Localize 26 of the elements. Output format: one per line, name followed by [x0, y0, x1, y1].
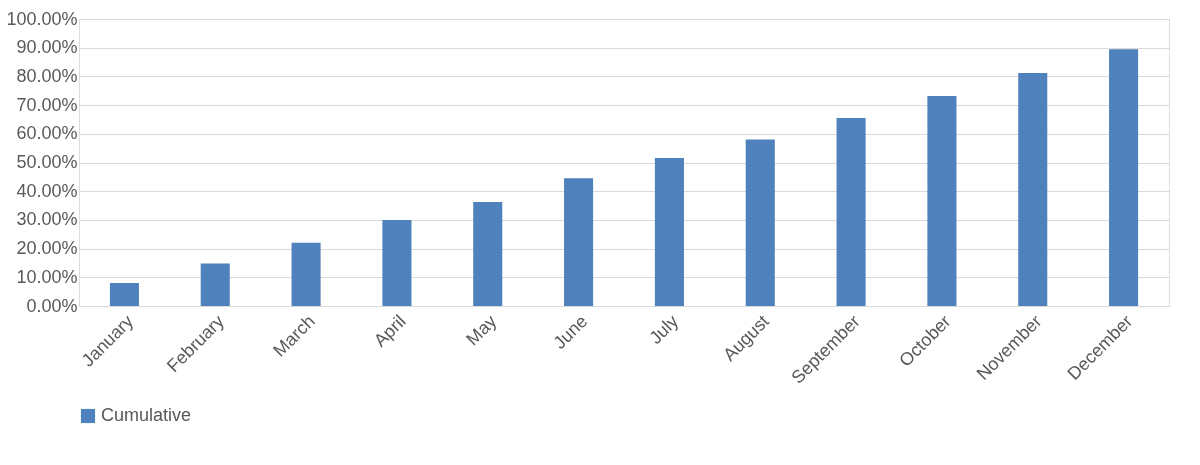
y-tick-label: 80.00% — [16, 65, 78, 86]
bar — [1109, 49, 1139, 306]
y-tick-label: 10.00% — [16, 266, 78, 287]
x-tick-label: May — [462, 311, 501, 350]
bar — [109, 283, 139, 306]
bar — [564, 178, 594, 306]
y-tick-label: 70.00% — [16, 94, 78, 115]
y-tick-label: 50.00% — [16, 152, 78, 172]
bar — [927, 95, 957, 306]
bar — [654, 157, 684, 306]
y-tick-label: 30.00% — [16, 209, 78, 230]
bar — [1018, 72, 1048, 306]
bar — [745, 139, 775, 306]
bar — [200, 263, 230, 306]
y-tick-label: 90.00% — [16, 37, 78, 58]
y-tick-label: 40.00% — [16, 180, 78, 201]
y-tick-label: 0.00% — [26, 295, 78, 316]
bar — [291, 242, 321, 306]
y-tick-label: 100.00% — [6, 8, 78, 29]
y-tick-label: 20.00% — [16, 238, 78, 259]
bar — [473, 202, 503, 306]
y-tick-label: 60.00% — [16, 123, 78, 144]
bar — [836, 118, 866, 306]
bar — [382, 219, 412, 306]
x-tick-label: July — [645, 311, 683, 348]
legend-label: Cumulative — [101, 405, 192, 425]
